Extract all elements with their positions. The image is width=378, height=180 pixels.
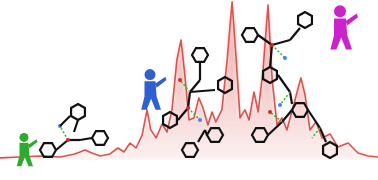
atom — [278, 103, 282, 107]
plot-area — [0, 2, 378, 160]
bond — [268, 122, 282, 135]
ring — [263, 67, 277, 83]
hydrogen-bond — [180, 80, 190, 92]
ring — [298, 12, 312, 28]
bond — [80, 138, 92, 140]
hydrogen-bond — [270, 112, 282, 122]
hydrogen-bond — [312, 128, 320, 138]
ring — [323, 142, 337, 158]
ring — [192, 48, 208, 62]
climber-body — [141, 77, 166, 110]
hydrogen-bond — [60, 126, 68, 140]
bond — [205, 130, 207, 135]
illustration — [17, 5, 358, 166]
climber-head — [145, 69, 156, 80]
bond — [290, 92, 292, 104]
bond — [188, 92, 190, 108]
atom — [66, 138, 70, 142]
bond — [190, 90, 215, 92]
bond — [320, 128, 326, 142]
hydrogen-bond — [272, 45, 285, 58]
ring — [242, 28, 258, 42]
bond — [278, 75, 290, 92]
bond — [308, 110, 320, 128]
climber — [141, 69, 166, 110]
atom — [178, 78, 182, 82]
bond — [199, 63, 201, 80]
bond — [198, 130, 205, 142]
climber-head — [20, 133, 29, 142]
bond — [74, 120, 78, 132]
climber-body — [330, 14, 358, 50]
hydrogen-bond — [188, 108, 200, 120]
bond — [190, 80, 200, 92]
ring — [71, 104, 85, 120]
ring — [40, 143, 56, 157]
ring — [252, 128, 268, 142]
spectrum-line — [0, 2, 378, 158]
climber-body — [17, 139, 38, 166]
canvas — [0, 0, 378, 180]
bond — [290, 28, 300, 40]
atom — [186, 106, 190, 110]
ring — [207, 128, 223, 142]
spectrum-glow — [0, 2, 378, 160]
ring — [292, 103, 308, 117]
atom — [268, 110, 272, 114]
bond — [56, 140, 68, 150]
ring — [182, 143, 198, 157]
atom — [270, 43, 274, 47]
climber — [330, 5, 358, 49]
climber-head — [334, 5, 346, 17]
bond — [60, 116, 70, 126]
climber — [17, 133, 38, 166]
bond — [272, 40, 290, 45]
ring — [218, 77, 232, 93]
atom — [283, 56, 287, 60]
bond — [282, 110, 292, 122]
bond — [258, 35, 272, 45]
atom — [198, 118, 202, 122]
bond — [178, 108, 188, 120]
ring — [92, 131, 108, 145]
ring — [163, 112, 177, 128]
hydrogen-bond — [280, 92, 290, 105]
bond — [270, 45, 272, 67]
